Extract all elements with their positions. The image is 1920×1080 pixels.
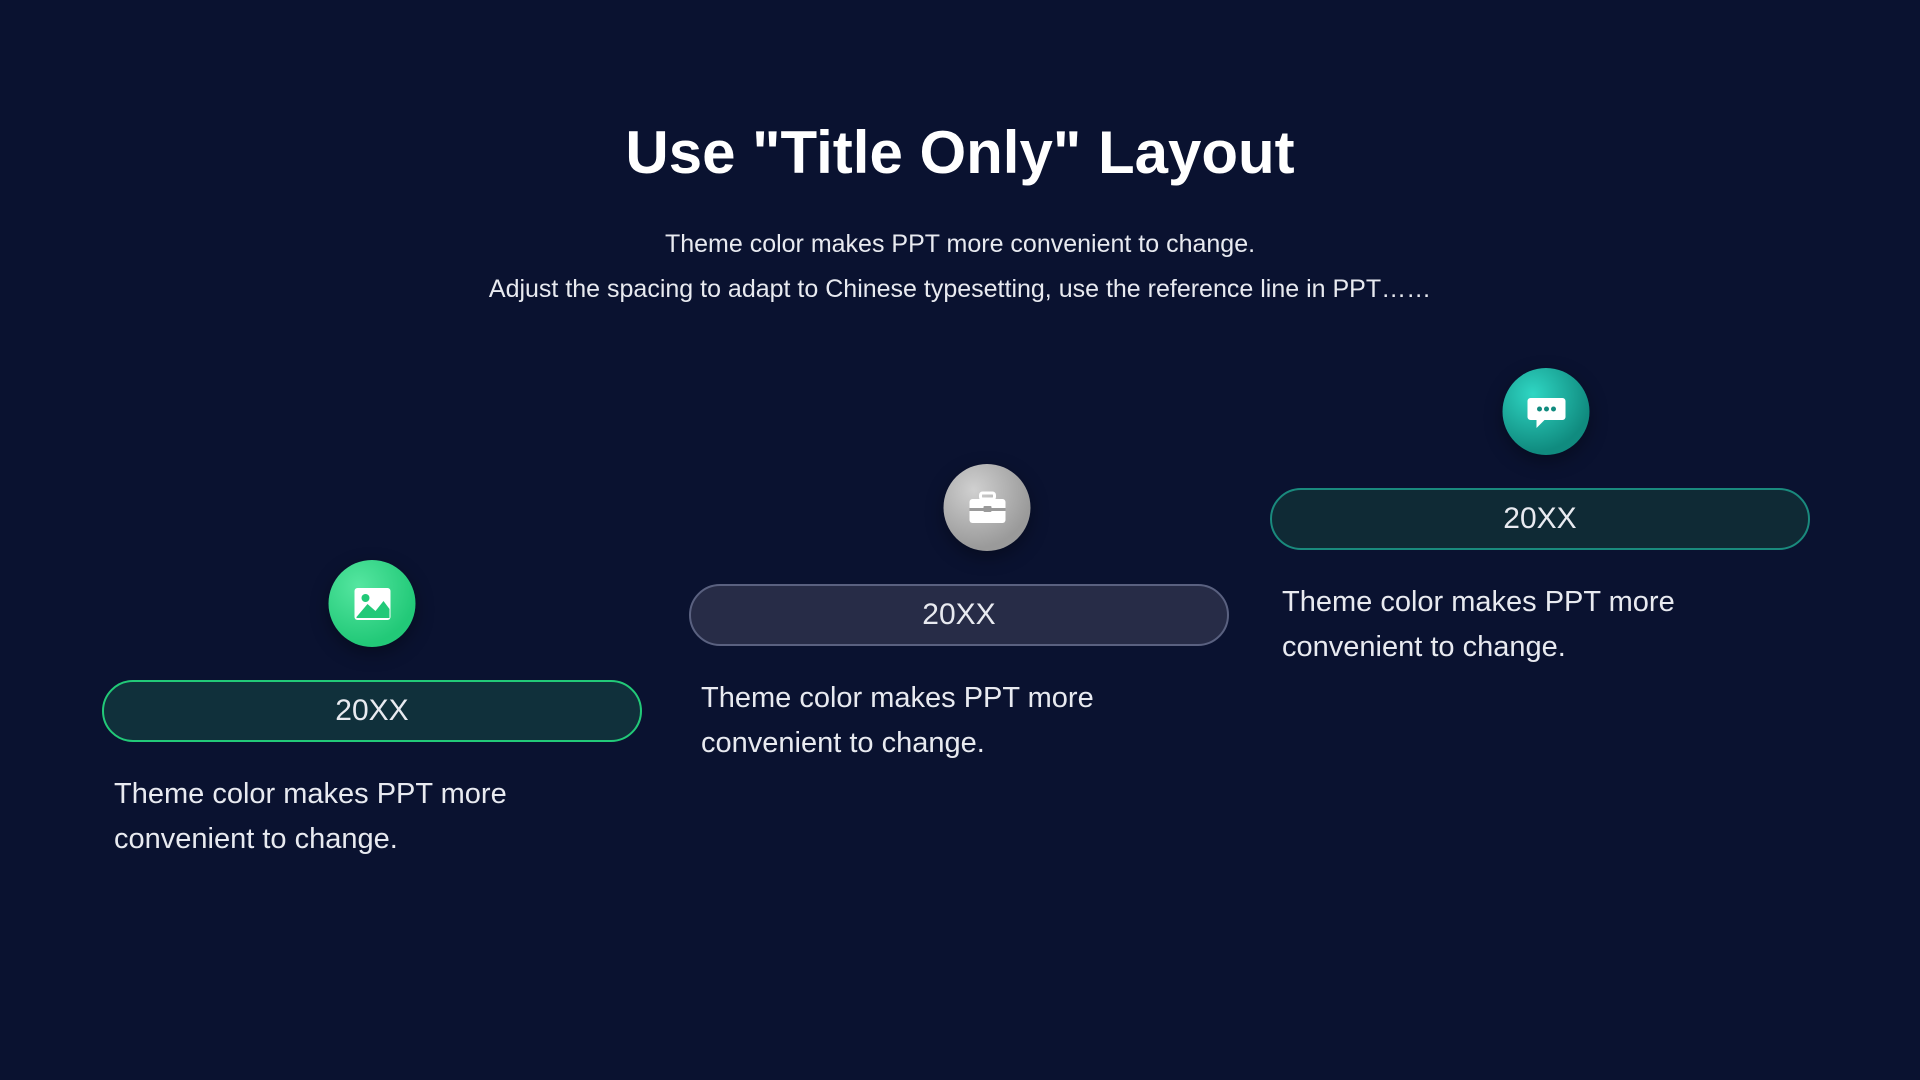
slide-subtitle: Theme color makes PPT more convenient to… bbox=[489, 222, 1431, 312]
year-pill-3: 20XX bbox=[1270, 488, 1810, 550]
year-label-3: 20XX bbox=[1503, 502, 1576, 536]
year-label-2: 20XX bbox=[922, 598, 995, 632]
card-desc-3: Theme color makes PPT more convenient to… bbox=[1282, 580, 1802, 670]
briefcase-icon bbox=[944, 464, 1031, 551]
slide: Use "Title Only" Layout Theme color make… bbox=[0, 0, 1920, 1080]
card-desc-2: Theme color makes PPT more convenient to… bbox=[701, 676, 1221, 766]
chat-icon bbox=[1503, 368, 1590, 455]
card-desc-1: Theme color makes PPT more convenient to… bbox=[114, 772, 634, 862]
year-label-1: 20XX bbox=[335, 694, 408, 728]
subtitle-line-1: Theme color makes PPT more convenient to… bbox=[489, 222, 1431, 267]
subtitle-line-2: Adjust the spacing to adapt to Chinese t… bbox=[489, 267, 1431, 312]
image-icon bbox=[329, 560, 416, 647]
year-pill-1: 20XX bbox=[102, 680, 642, 742]
slide-title: Use "Title Only" Layout bbox=[625, 118, 1294, 187]
year-pill-2: 20XX bbox=[689, 584, 1229, 646]
